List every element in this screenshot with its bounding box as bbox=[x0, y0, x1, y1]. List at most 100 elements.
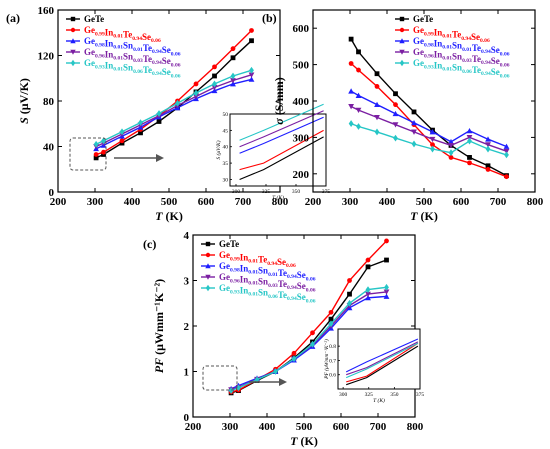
legend-label: Ge0.99In0.01Te0.94Se0.06 bbox=[84, 25, 161, 44]
inset-frame bbox=[229, 113, 327, 187]
formula-element: Te bbox=[143, 54, 152, 64]
inset-y-tick-label: 30 bbox=[223, 177, 229, 183]
formula-element: In bbox=[240, 252, 249, 262]
legend-label: Ge0.99In0.01Te0.94Se0.06 bbox=[219, 250, 296, 269]
data-point bbox=[356, 67, 361, 73]
data-point bbox=[383, 289, 390, 295]
formula-element: GeTe bbox=[219, 239, 239, 249]
x-axis-label: T (K) bbox=[155, 209, 183, 223]
data-point bbox=[384, 238, 389, 244]
data-point bbox=[228, 387, 234, 395]
formula-element: In bbox=[434, 27, 443, 37]
data-point bbox=[93, 152, 99, 157]
inset-y-tick-label: 0.8 bbox=[329, 344, 336, 350]
formula-subscript: 0.01 bbox=[248, 270, 258, 276]
data-point bbox=[384, 257, 389, 263]
data-point bbox=[347, 278, 352, 283]
data-point bbox=[156, 110, 162, 117]
legend-label: Ge0.96In0.01Sn0.03Te0.94Se0.06 bbox=[413, 47, 510, 68]
formula-element: Ge bbox=[413, 25, 424, 35]
inset-series-line-ge0-93in0-01sn0-06te0-94se0-06 bbox=[239, 103, 324, 141]
legend-label: GeTe bbox=[84, 14, 104, 24]
data-point bbox=[310, 330, 315, 336]
inset-y-tick-label: 35 bbox=[223, 161, 229, 167]
data-point bbox=[249, 66, 254, 74]
data-point bbox=[230, 72, 236, 80]
data-point bbox=[411, 140, 417, 148]
formula-subscript: 0.06 bbox=[500, 51, 510, 57]
formula-subscript: 0.01 bbox=[113, 67, 123, 73]
formula-subscript: 0.06 bbox=[306, 276, 316, 282]
data-point bbox=[448, 138, 454, 145]
y-tick-label: 0 bbox=[49, 187, 55, 199]
data-point bbox=[485, 145, 491, 153]
axis-label-unit: (μWmm⁻¹K⁻²) bbox=[152, 279, 166, 358]
formula-subscript: 0.06 bbox=[286, 263, 296, 269]
formula-element: In bbox=[434, 38, 443, 48]
inset-y-tick-label: 40 bbox=[223, 145, 229, 151]
data-point bbox=[193, 81, 199, 87]
legend-marker bbox=[70, 27, 76, 33]
series-line bbox=[230, 286, 387, 392]
data-point bbox=[156, 119, 162, 124]
inset-series-line-gete bbox=[346, 345, 419, 386]
formula-subscript: 0.06 bbox=[480, 38, 490, 44]
panel-label: (c) bbox=[143, 237, 156, 251]
data-point bbox=[374, 84, 380, 89]
formula-element: Se bbox=[162, 67, 171, 77]
inset-x-tick-label: 350 bbox=[292, 189, 301, 195]
x-tick-label: 200 bbox=[305, 196, 322, 208]
formula-element: In bbox=[434, 60, 443, 70]
x-tick-label: 400 bbox=[259, 421, 276, 433]
formula-element: Te bbox=[123, 30, 132, 40]
data-point bbox=[347, 299, 352, 307]
series-line bbox=[350, 90, 507, 148]
data-point bbox=[365, 286, 371, 293]
legend-label: Ge0.93In0.01Sn0.06Te0.94Se0.06 bbox=[84, 58, 181, 79]
legend-label: Ge0.93In0.01Sn0.06Te0.94Se0.06 bbox=[219, 283, 316, 304]
formula-element: Ge bbox=[219, 261, 230, 271]
formula-subscript: 0.94 bbox=[152, 71, 162, 77]
formula-element: Sn bbox=[123, 63, 133, 73]
formula-subscript: 0.96 bbox=[230, 278, 240, 284]
axis-label-variable: T bbox=[290, 434, 298, 448]
data-point bbox=[448, 155, 454, 160]
x-tick-label: 800 bbox=[272, 196, 289, 208]
formula-subscript: 0.96 bbox=[424, 53, 434, 59]
legend-label: Ge0.99In0.01Te0.94Se0.06 bbox=[413, 25, 490, 44]
formula-subscript: 0.94 bbox=[481, 49, 491, 55]
formula-subscript: 0.94 bbox=[461, 36, 471, 42]
data-point bbox=[392, 122, 399, 128]
zoom-region-box bbox=[202, 365, 238, 391]
series-line bbox=[350, 105, 507, 152]
legend: GeTeGe0.99In0.01Te0.94Se0.06Ge0.98In0.01… bbox=[66, 14, 181, 79]
x-tick-label: 300 bbox=[342, 196, 359, 208]
formula-element: Te bbox=[278, 279, 287, 289]
legend-marker bbox=[70, 38, 76, 44]
axis-label-unit: (μV/K) bbox=[17, 78, 31, 117]
series-ge0-93in0-01sn0-06te0-94se0-06 bbox=[93, 66, 254, 148]
data-point bbox=[348, 120, 354, 127]
data-point bbox=[211, 84, 218, 91]
formula-element: Te bbox=[472, 54, 481, 64]
series-line bbox=[350, 38, 507, 177]
formula-element: Ge bbox=[84, 36, 95, 46]
formula-element: Ge bbox=[413, 47, 424, 57]
data-point bbox=[248, 76, 255, 82]
formula-subscript: 0.94 bbox=[132, 36, 142, 42]
inset-y-axis-label: S (μV/K) bbox=[215, 140, 222, 159]
inset-series-line-gete bbox=[239, 136, 324, 181]
data-point bbox=[430, 142, 435, 148]
data-point bbox=[504, 151, 509, 159]
data-point bbox=[374, 114, 380, 121]
data-point bbox=[365, 291, 371, 298]
data-point bbox=[485, 167, 491, 172]
y-tick-label: 2 bbox=[184, 321, 190, 333]
data-point bbox=[273, 368, 278, 375]
data-point bbox=[230, 55, 236, 61]
axis-label-variable: σ bbox=[272, 118, 286, 125]
data-point bbox=[392, 110, 399, 117]
legend-label: Ge0.96In0.01Sn0.03Te0.94Se0.06 bbox=[219, 272, 316, 293]
formula-subscript: 0.06 bbox=[462, 69, 472, 75]
formula-subscript: 0.01 bbox=[462, 47, 472, 53]
